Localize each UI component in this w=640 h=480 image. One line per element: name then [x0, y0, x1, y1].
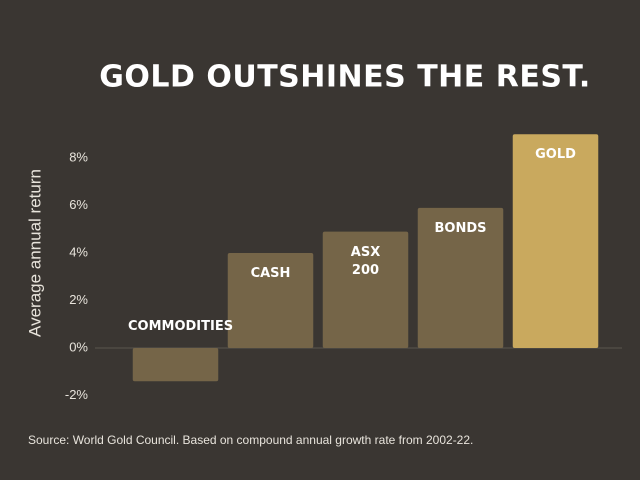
y-tick-label: 2% [69, 292, 88, 307]
bar [227, 253, 314, 348]
y-tick-label: 0% [69, 339, 88, 354]
bar [417, 207, 504, 348]
chart-title: GOLD OUTSHINES THE REST. [99, 60, 590, 95]
bar [132, 348, 219, 382]
y-axis-label: Average annual return [25, 169, 44, 337]
source-note: Source: World Gold Council. Based on com… [28, 433, 473, 447]
y-tick-label: -2% [65, 387, 89, 402]
bar [512, 134, 599, 348]
bar-label: BONDS [434, 220, 487, 236]
bar-label: ASX 200 [350, 244, 381, 278]
y-tick-label: 4% [69, 244, 88, 259]
bar-label: CASH [250, 266, 291, 281]
bar-label: GOLD [535, 147, 576, 163]
bar-label: COMMODITIES [128, 319, 234, 334]
y-tick-label: 8% [69, 149, 88, 164]
bar [322, 231, 409, 348]
y-tick-label: 6% [69, 197, 88, 212]
